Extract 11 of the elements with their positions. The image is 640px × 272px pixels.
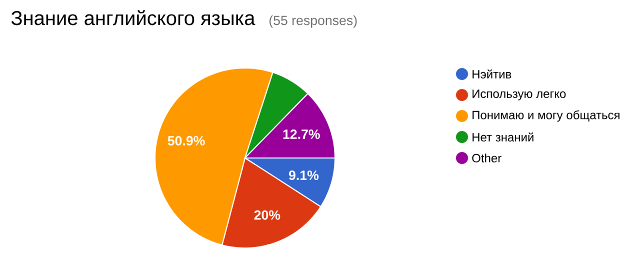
legend-label: Нет знаний (472, 132, 534, 142)
legend-label: Нэйтив (472, 69, 512, 79)
legend-label: Использую легко (472, 90, 566, 100)
chart-title: Знание английского языка (11, 10, 256, 26)
data-label: 50.9% (168, 136, 205, 146)
legend-label: Other (472, 154, 502, 162)
chart-subtitle: (55 responses) (269, 15, 357, 28)
data-label: 9.1% (288, 170, 319, 180)
legend-label: Понимаю и могу общаться (472, 110, 620, 122)
data-label: 20% (254, 210, 280, 220)
data-label: 12.7% (283, 130, 320, 139)
